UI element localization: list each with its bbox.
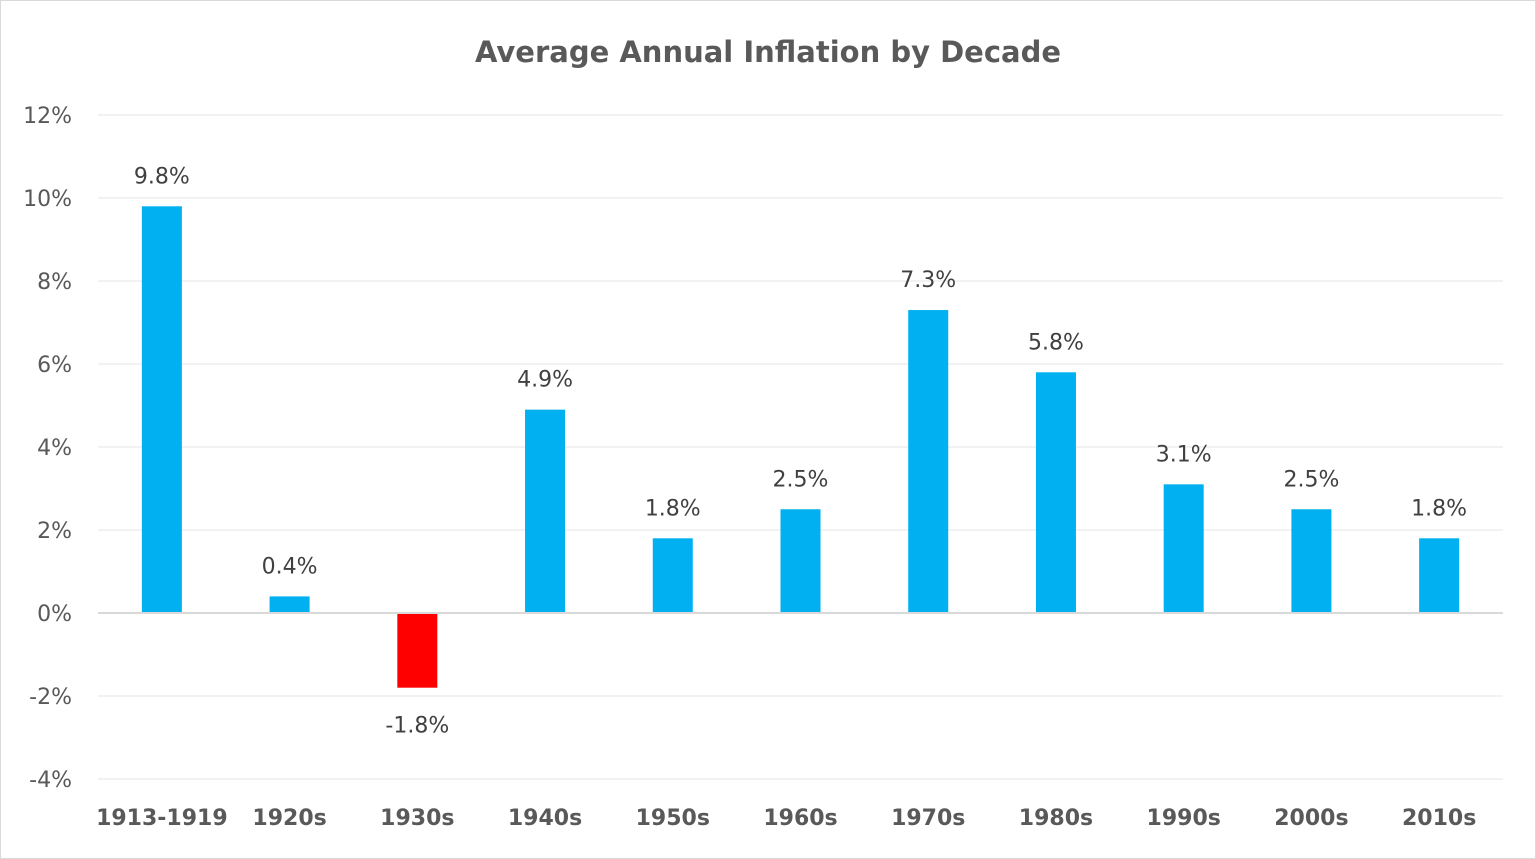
- y-tick-label: -2%: [29, 685, 72, 710]
- y-tick-label: 10%: [23, 187, 72, 212]
- y-tick-label: 12%: [23, 104, 72, 129]
- bars: [141, 206, 1460, 688]
- data-labels: 9.8% 0.4% -1.8% 4.9% 1.8% 2.5% 7.3% 5.8% 3.1% 2.5…: [134, 164, 1467, 738]
- bar: [780, 509, 821, 613]
- bar: [1035, 372, 1076, 613]
- x-tick-label: 2010s: [1402, 806, 1476, 831]
- y-tick-label: 0%: [37, 602, 72, 627]
- chart-title: Average Annual Inflation by Decade: [475, 35, 1061, 69]
- data-label: 0.4%: [262, 554, 318, 579]
- y-tick-label: 8%: [37, 270, 72, 295]
- data-label: 1.8%: [1411, 496, 1467, 521]
- x-tick-label: 1970s: [891, 806, 965, 831]
- data-label: -1.8%: [385, 714, 449, 739]
- data-label: 2.5%: [1283, 467, 1339, 492]
- data-label: 7.3%: [900, 268, 956, 293]
- y-tick-label: 2%: [37, 519, 72, 544]
- bar: [652, 538, 693, 613]
- data-label: 9.8%: [134, 164, 190, 189]
- x-tick-label: 1940s: [508, 806, 582, 831]
- data-label: 2.5%: [773, 467, 829, 492]
- bar: [525, 409, 566, 613]
- x-tick-label: 2000s: [1274, 806, 1348, 831]
- x-axis-ticks: 1913-1919 1920s 1930s 1940s 1950s 1960s 1970s 1…: [96, 806, 1476, 831]
- bar: [908, 310, 949, 613]
- x-tick-label: 1950s: [636, 806, 710, 831]
- data-label: 5.8%: [1028, 330, 1084, 355]
- x-tick-label: 1930s: [380, 806, 454, 831]
- bar: [397, 613, 438, 688]
- x-tick-label: 1960s: [763, 806, 837, 831]
- data-label: 4.9%: [517, 368, 573, 393]
- bar: [1419, 538, 1460, 613]
- gridlines: [98, 114, 1503, 780]
- data-label: 3.1%: [1156, 442, 1212, 467]
- x-tick-label: 1990s: [1147, 806, 1221, 831]
- x-tick-label: 1920s: [252, 806, 326, 831]
- y-tick-label: -4%: [29, 768, 72, 793]
- data-label: 1.8%: [645, 496, 701, 521]
- bar: [1291, 509, 1332, 613]
- y-tick-label: 4%: [37, 436, 72, 461]
- x-tick-label: 1980s: [1019, 806, 1093, 831]
- x-tick-label: 1913-1919: [96, 806, 228, 831]
- y-axis-ticks: 12% 10% 8% 6% 4% 2% 0% -2% -4%: [23, 104, 72, 793]
- bar: [1163, 484, 1204, 613]
- y-tick-label: 6%: [37, 353, 72, 378]
- bar: [141, 206, 182, 614]
- bar: [269, 596, 310, 613]
